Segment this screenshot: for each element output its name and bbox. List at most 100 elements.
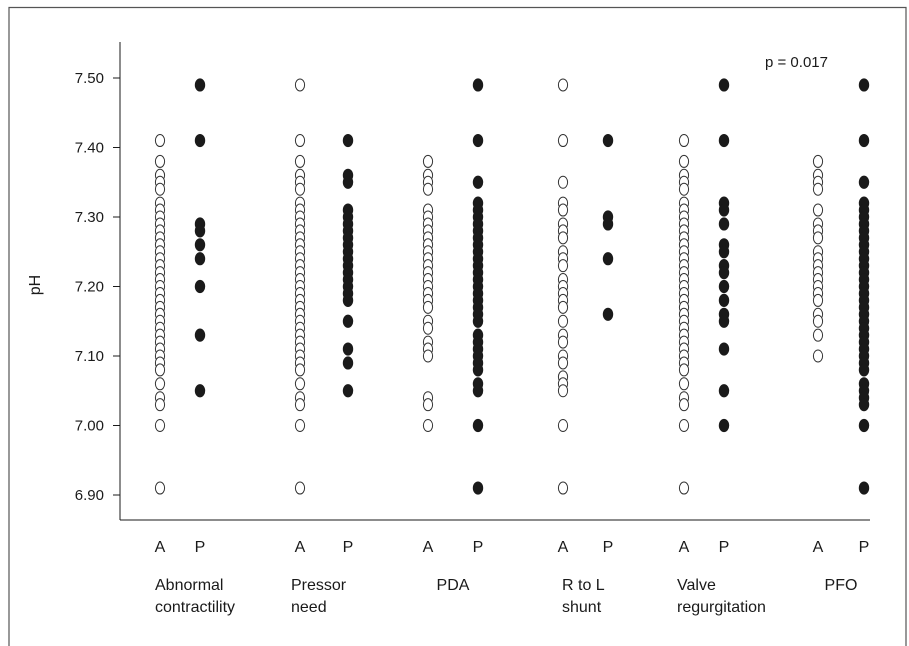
data-point-filled [342,356,354,370]
data-point-open [557,175,569,189]
data-point-filled [718,78,730,92]
series-label-p: P [343,539,354,556]
data-point-open [154,134,166,148]
data-point-open [678,398,690,412]
data-point-filled [718,279,730,294]
figure-border [8,6,907,646]
data-point-filled [858,363,870,377]
data-point-open [678,154,690,168]
p-value-annotation: p = 0.017 [765,54,828,71]
data-point-open [812,314,824,328]
series-label-a: A [155,539,166,556]
data-point-filled [194,279,206,294]
data-point-filled [194,252,206,266]
data-point-filled [472,175,484,189]
data-point-open [678,363,690,377]
data-point-open [422,154,434,168]
y-axis-label: pH [27,275,44,295]
group-label: PFO [825,577,858,594]
data-point-filled [718,384,730,398]
data-point-open [422,349,434,363]
y-tick-label: 7.10 [75,348,104,365]
data-point-open [294,377,306,391]
group-label: PDA [437,577,470,594]
data-point-filled [342,293,354,307]
data-point-filled [472,78,484,92]
data-point-filled [472,384,484,398]
data-point-open [422,182,434,196]
data-point-filled [602,252,614,266]
data-point-filled [718,342,730,356]
data-point-open [422,419,434,432]
data-point-open [557,314,569,328]
data-point-open [678,481,690,495]
y-tick-label: 6.90 [75,487,104,504]
data-point-open [678,419,690,432]
data-point-filled [718,418,730,433]
data-point-open [678,134,690,148]
data-point-filled [472,481,484,495]
x-labels: A P Abnormal contractility A P Pressor need A P PD… [155,539,870,616]
data-point-filled [718,265,730,280]
data-point-filled [342,384,354,398]
data-point-filled [194,384,206,398]
data-point-open [557,419,569,432]
series-label-p: P [719,539,730,556]
group-label: shunt [562,599,602,616]
data-point-open [294,182,306,196]
data-point-open [154,363,166,377]
data-point-open [294,419,306,432]
group-label: Abnormal [155,577,223,594]
data-point-open [294,363,306,377]
data-point-open [154,154,166,168]
data-point-open [557,259,569,273]
data-point-filled [858,133,870,148]
data-point-open [812,231,824,245]
data-point-open [557,78,569,92]
series-label-a: A [558,539,569,556]
y-tick-label: 7.20 [75,279,104,296]
data-point-open [557,481,569,495]
data-point-open [812,349,824,363]
data-point-filled [858,398,870,412]
data-point-filled [718,314,730,328]
group-label: Pressor [291,577,347,594]
data-point-filled [718,245,730,259]
data-point-open [422,321,434,335]
data-point-open [422,398,434,412]
data-point-open [557,300,569,314]
data-point-filled [602,217,614,231]
series-label-a: A [679,539,690,556]
y-ticks: 6.90 7.00 7.10 7.20 7.30 7.40 7.50 [75,70,120,504]
data-point-filled [472,314,484,328]
data-point-filled [472,363,484,377]
data-point-filled [342,342,354,356]
data-point-open [557,203,569,217]
y-tick-label: 7.30 [75,209,104,226]
data-point-filled [472,418,484,433]
data-point-open [294,134,306,148]
data-point-open [154,398,166,412]
data-point-filled [858,418,870,433]
data-point-open [557,335,569,349]
data-point-open [294,481,306,495]
data-point-filled [194,133,206,148]
data-point-filled [858,481,870,495]
group-label: regurgitation [677,599,766,616]
data-point-filled [718,203,730,217]
data-point-open [154,481,166,495]
group-label: need [291,599,327,616]
data-point-open [154,377,166,391]
y-tick-label: 7.00 [75,418,104,435]
data-point-open [294,398,306,412]
data-point-open [812,203,824,217]
data-point-filled [342,175,354,189]
data-point-filled [858,175,870,189]
data-point-filled [194,78,206,92]
data-point-filled [194,328,206,342]
y-tick-label: 7.40 [75,140,104,157]
data-point-open [422,300,434,314]
series-label-p: P [859,539,870,556]
data-point-filled [718,133,730,148]
